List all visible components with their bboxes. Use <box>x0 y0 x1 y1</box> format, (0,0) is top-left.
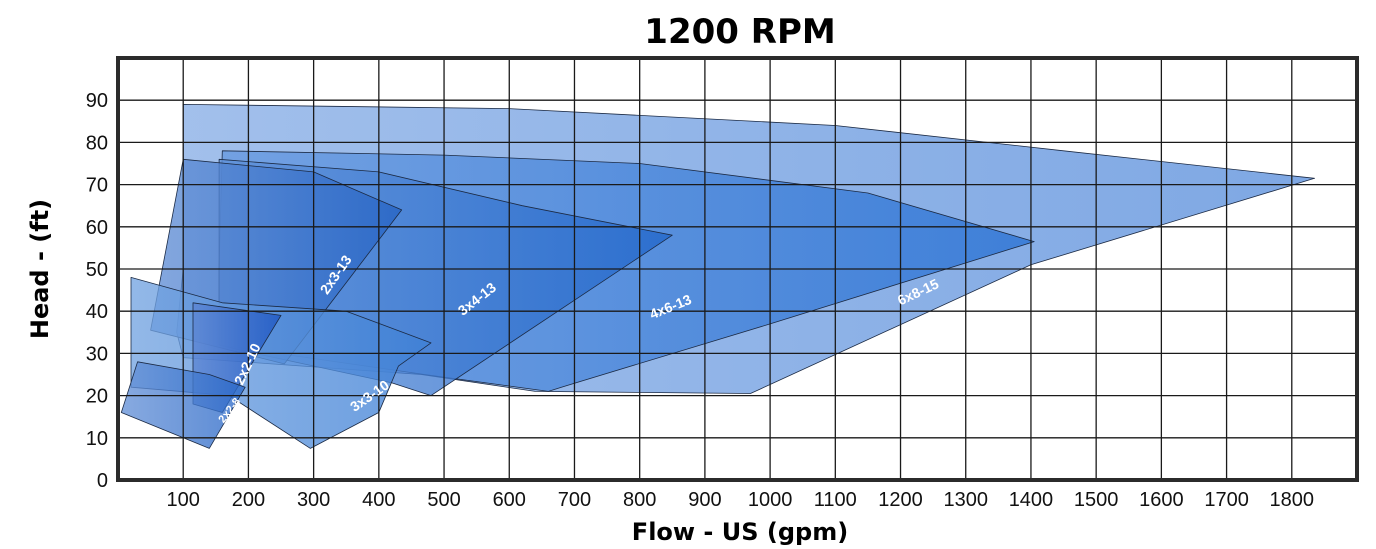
grid <box>118 58 1357 480</box>
y-tick-label: 30 <box>86 343 108 365</box>
x-tick-label: 800 <box>623 489 656 511</box>
x-tick-label: 300 <box>297 489 330 511</box>
y-tick-labels: 0 10 20 30 40 50 60 70 80 90 <box>86 90 108 492</box>
x-tick-label: 700 <box>558 489 591 511</box>
x-tick-label: 1700 <box>1204 489 1249 511</box>
chart-title: 1200 RPM <box>644 12 835 52</box>
x-tick-label: 900 <box>688 489 721 511</box>
x-tick-label: 1100 <box>814 489 857 511</box>
y-tick-label: 40 <box>86 301 108 323</box>
x-tick-label: 1600 <box>1139 489 1184 511</box>
x-tick-label: 100 <box>167 489 200 511</box>
x-tick-label: 1000 <box>748 489 793 511</box>
x-tick-label: 1500 <box>1074 489 1119 511</box>
x-axis-label: Flow - US (gpm) <box>632 518 848 546</box>
y-tick-label: 0 <box>97 470 108 492</box>
x-tick-label: 600 <box>493 489 526 511</box>
x-tick-label: 1300 <box>943 489 988 511</box>
y-tick-label: 50 <box>86 259 108 281</box>
y-tick-label: 20 <box>86 386 108 408</box>
coverage-regions <box>120 104 1315 449</box>
x-tick-label: 400 <box>362 489 395 511</box>
x-tick-label: 1800 <box>1270 489 1315 511</box>
y-tick-label: 10 <box>86 428 108 450</box>
y-tick-label: 70 <box>86 175 108 197</box>
x-tick-label: 200 <box>232 489 265 511</box>
y-tick-label: 80 <box>86 132 108 154</box>
x-tick-label: 1200 <box>878 489 923 511</box>
y-tick-label: 90 <box>86 90 108 112</box>
x-tick-label: 500 <box>427 489 460 511</box>
plot-frame <box>116 56 1359 482</box>
x-tick-labels: 100 200 300 400 500 600 700 800 900 1000 1100 1200 1… <box>167 489 1315 511</box>
y-tick-label: 60 <box>86 217 108 239</box>
x-tick-label: 1400 <box>1009 489 1054 511</box>
y-axis-label: Head - (ft) <box>26 199 54 339</box>
